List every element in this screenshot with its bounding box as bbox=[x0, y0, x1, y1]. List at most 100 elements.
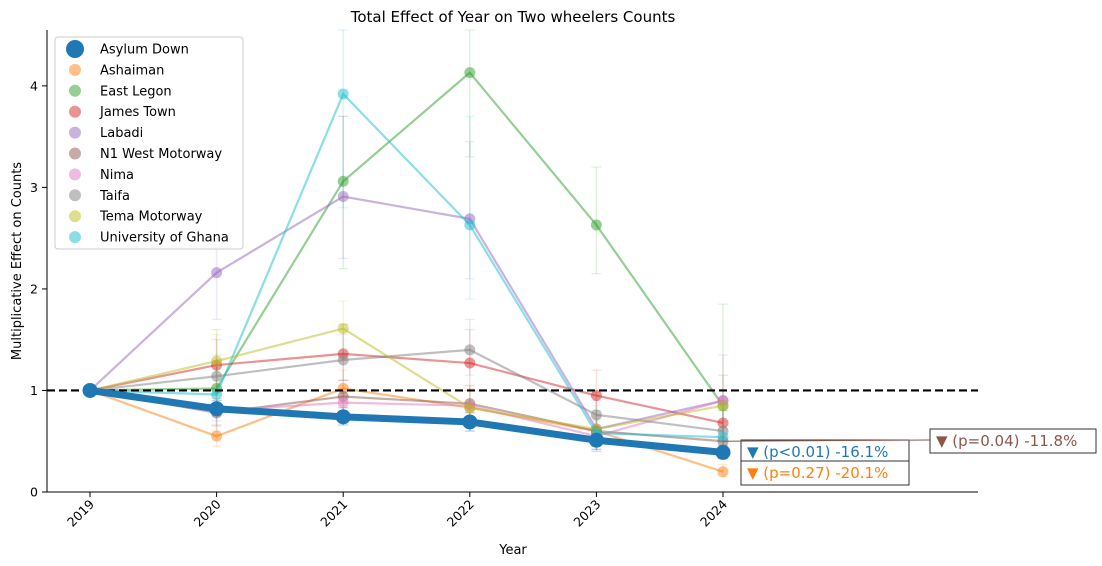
errorbar-labadi-2021 bbox=[338, 115, 349, 260]
legend-marker bbox=[69, 63, 81, 76]
point-university-of-ghana-2021 bbox=[337, 88, 349, 100]
legend: Asylum Down Ashaiman East Legon James Town L… bbox=[54, 36, 244, 250]
y-tick-label: 4 bbox=[30, 78, 38, 93]
x-tick-label: 2024 bbox=[697, 496, 730, 529]
x-tick-label: 2023 bbox=[570, 497, 603, 530]
y-tick-label: 0 bbox=[30, 485, 38, 500]
point-taifa-2022 bbox=[464, 344, 476, 356]
legend-marker bbox=[69, 231, 81, 244]
annotation-label: ▼ (p=0.27) -20.1% bbox=[747, 464, 888, 482]
legend-marker bbox=[69, 168, 81, 181]
highlight-layer bbox=[82, 382, 731, 460]
legend-marker bbox=[69, 147, 81, 160]
legend-label: N1 West Motorway bbox=[100, 147, 222, 162]
point-tema-motorway-2021 bbox=[337, 323, 349, 335]
legend-label: Nima bbox=[100, 168, 134, 183]
x-tick-label: 2020 bbox=[191, 496, 224, 529]
annotation-ashaiman: ▼ (p=0.27) -20.1% bbox=[740, 460, 910, 486]
legend-label: Labadi bbox=[100, 126, 143, 141]
x-tick-label: 2021 bbox=[317, 497, 350, 530]
chart-title: Total Effect of Year on Two wheelers Cou… bbox=[350, 8, 676, 26]
series-line-taifa bbox=[89, 348, 724, 433]
legend-entry-taifa: Taifa bbox=[69, 189, 130, 204]
series-line-tema-motorway bbox=[89, 327, 724, 431]
y-tick-label: 1 bbox=[30, 383, 38, 398]
point-asylum-down-2020 bbox=[209, 401, 225, 417]
annotation-box bbox=[740, 460, 910, 486]
legend-entry-labadi: Labadi bbox=[69, 126, 143, 141]
point-nima-2021 bbox=[337, 397, 349, 409]
point-university-of-ghana-2022 bbox=[464, 219, 476, 231]
x-tick-label: 2022 bbox=[444, 497, 477, 530]
legend-label: Taifa bbox=[99, 189, 130, 204]
legend-label: East Legon bbox=[100, 84, 172, 99]
point-taifa-2023 bbox=[590, 409, 602, 421]
point-taifa-2020 bbox=[211, 370, 223, 382]
legend-entry-east-legon: East Legon bbox=[69, 84, 172, 99]
legend-marker bbox=[69, 84, 81, 97]
legend-label: James Town bbox=[99, 105, 176, 120]
y-tick-label: 2 bbox=[30, 281, 38, 296]
annotation-asylum-down: ▼ (p<0.01) -16.1% bbox=[740, 439, 910, 465]
point-tema-motorway-2022 bbox=[464, 402, 476, 414]
point-taifa-2021 bbox=[337, 354, 349, 366]
legend-marker bbox=[69, 210, 81, 223]
point-labadi-2021 bbox=[337, 191, 349, 203]
legend-entry-ashaiman: Ashaiman bbox=[69, 63, 164, 78]
point-asylum-down-2021 bbox=[335, 409, 351, 425]
point-university-of-ghana-2020 bbox=[211, 389, 223, 401]
point-asylum-down-2019 bbox=[82, 382, 98, 398]
legend-entry-nima: Nima bbox=[69, 168, 134, 183]
series-line-east-legon bbox=[89, 71, 724, 407]
annotation-leader bbox=[722, 439, 931, 442]
annotation-n1-west-motorway: ▼ (p=0.04) -11.8% bbox=[722, 428, 1097, 454]
point-tema-motorway-2024 bbox=[717, 400, 729, 412]
series-line-james-town bbox=[89, 352, 724, 425]
point-asylum-down-2023 bbox=[588, 432, 604, 448]
legend-label: University of Ghana bbox=[100, 231, 229, 246]
x-axis-label: Year bbox=[498, 543, 527, 558]
series-line-asylum-down bbox=[89, 386, 724, 456]
point-james-town-2022 bbox=[464, 357, 476, 369]
errorbar-labadi-2022 bbox=[464, 141, 475, 280]
annotation-label: ▼ (p<0.01) -16.1% bbox=[747, 443, 888, 461]
point-ashaiman-2024 bbox=[717, 466, 729, 478]
legend-frame bbox=[54, 36, 244, 250]
legend-label: Tema Motorway bbox=[99, 210, 203, 225]
annotations-layer: ▼ (p<0.01) -16.1% ▼ (p=0.27) -20.1% ▼ (p=0… bbox=[722, 428, 1097, 486]
point-james-town-2023 bbox=[590, 390, 602, 402]
series-line-ashaiman bbox=[89, 387, 724, 473]
point-east-legon-2023 bbox=[590, 219, 602, 231]
point-university-of-ghana-2024 bbox=[717, 431, 729, 443]
point-east-legon-2022 bbox=[464, 67, 476, 79]
point-labadi-2020 bbox=[211, 267, 223, 279]
point-asylum-down-2022 bbox=[462, 414, 478, 430]
legend-marker bbox=[66, 40, 84, 58]
errorbar-east-legon-2022 bbox=[464, 29, 475, 158]
annotation-box bbox=[929, 428, 1097, 454]
point-asylum-down-2024 bbox=[715, 444, 731, 460]
legend-entry-asylum-down: Asylum Down bbox=[66, 40, 189, 58]
annotation-label: ▼ (p=0.04) -11.8% bbox=[936, 432, 1077, 450]
legend-label: Ashaiman bbox=[100, 63, 164, 78]
legend-entry-n1-west-motorway: N1 West Motorway bbox=[69, 147, 222, 162]
errorbar-university-of-ghana-2022 bbox=[464, 115, 475, 300]
point-ashaiman-2020 bbox=[211, 430, 223, 442]
point-tema-motorway-2020 bbox=[211, 355, 223, 367]
legend-marker bbox=[69, 189, 81, 202]
annotation-box bbox=[740, 439, 910, 465]
y-tick-label: 3 bbox=[30, 180, 38, 195]
legend-entry-university-of-ghana: University of Ghana bbox=[69, 231, 229, 246]
series-line-university-of-ghana bbox=[89, 92, 724, 439]
legend-entry-tema-motorway: Tema Motorway bbox=[69, 210, 203, 225]
legend-label: Asylum Down bbox=[100, 43, 189, 58]
y-axis-label: Multiplicative Effect on Counts bbox=[10, 162, 25, 360]
legend-marker bbox=[69, 126, 81, 139]
legend-entry-james-town: James Town bbox=[69, 105, 176, 120]
x-tick-label: 2019 bbox=[64, 496, 97, 529]
point-james-town-2024 bbox=[717, 417, 729, 429]
legend-marker bbox=[69, 105, 81, 118]
legend-box bbox=[54, 36, 244, 250]
point-east-legon-2021 bbox=[337, 175, 349, 187]
